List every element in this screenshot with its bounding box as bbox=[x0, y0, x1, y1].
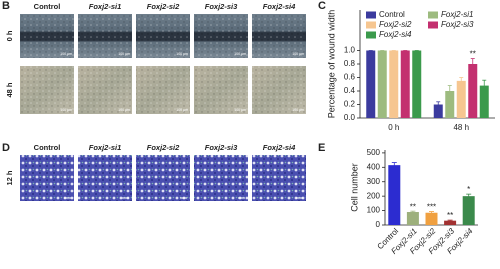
y-tick-label: 0.2 bbox=[344, 100, 356, 109]
y-tick-label: 200 bbox=[367, 191, 381, 200]
x-tick-label: 48 h bbox=[453, 123, 469, 132]
legend-label: Foxj2-si2 bbox=[379, 20, 412, 29]
scale-label: 100 µm bbox=[118, 108, 130, 112]
bar bbox=[388, 165, 401, 225]
significance: ** bbox=[410, 202, 416, 211]
legend-label: Foxj2-si4 bbox=[379, 30, 412, 39]
micrograph-texture bbox=[194, 14, 248, 58]
column-header: Control bbox=[34, 143, 61, 152]
bar bbox=[468, 64, 478, 118]
significance: *** bbox=[427, 203, 436, 212]
scale-label: 100 µm bbox=[118, 52, 130, 56]
micrograph-texture bbox=[20, 14, 74, 58]
y-tick-label: 0.8 bbox=[344, 59, 356, 68]
column-header: Foxj2-si1 bbox=[89, 143, 122, 152]
scale-label: 100 µm bbox=[176, 108, 188, 112]
micrograph-texture bbox=[194, 66, 248, 114]
micrograph bbox=[20, 155, 74, 201]
significance: * bbox=[467, 185, 470, 194]
legend-swatch bbox=[366, 21, 376, 29]
row-label: 12 h bbox=[5, 170, 14, 185]
y-tick-label: 400 bbox=[367, 162, 381, 171]
y-axis-label: Cell number bbox=[349, 163, 359, 212]
significance: ** bbox=[470, 50, 476, 59]
micrograph bbox=[194, 155, 248, 201]
micrograph-texture bbox=[136, 66, 190, 114]
panel-label: C bbox=[318, 0, 326, 12]
bar bbox=[406, 212, 419, 225]
bar bbox=[377, 50, 387, 118]
significance: ** bbox=[447, 211, 453, 220]
bar bbox=[366, 50, 376, 118]
y-tick-label: 100 bbox=[367, 206, 381, 215]
legend-swatch bbox=[366, 11, 376, 19]
micrograph-texture bbox=[20, 66, 74, 114]
y-tick-label: 0.6 bbox=[344, 73, 356, 82]
micrograph-texture bbox=[136, 14, 190, 58]
micrograph-texture bbox=[252, 14, 306, 58]
bar bbox=[456, 80, 466, 118]
micrograph-texture bbox=[78, 14, 132, 58]
bar bbox=[425, 212, 438, 225]
panel-label: D bbox=[2, 142, 10, 154]
micrograph bbox=[252, 155, 306, 201]
column-header: Foxj2-si4 bbox=[263, 143, 296, 152]
scale-label: 100 µm bbox=[60, 52, 72, 56]
legend-label: Control bbox=[379, 10, 405, 19]
scale-label: 100 µm bbox=[234, 108, 246, 112]
y-axis-label: Percentage of wound width bbox=[326, 10, 336, 119]
y-tick-label: 300 bbox=[367, 177, 381, 186]
scale-label: 100 µm bbox=[292, 52, 304, 56]
row-label: 48 h bbox=[5, 82, 14, 97]
bar bbox=[444, 220, 457, 225]
y-tick-label: 1.0 bbox=[344, 46, 356, 55]
column-header: Foxj2-si1 bbox=[89, 2, 122, 11]
bar bbox=[462, 196, 475, 225]
micrograph-texture bbox=[78, 66, 132, 114]
scale-label: 100 µm bbox=[176, 52, 188, 56]
y-tick-label: 0 bbox=[376, 220, 381, 229]
micrograph bbox=[78, 155, 132, 201]
y-tick-label: 0.4 bbox=[344, 86, 356, 95]
column-header: Foxj2-si3 bbox=[205, 2, 238, 11]
bar bbox=[445, 91, 455, 118]
bar bbox=[433, 104, 443, 118]
bar bbox=[400, 50, 410, 118]
micrograph bbox=[136, 155, 190, 201]
scale-label: 100 µm bbox=[60, 108, 72, 112]
bar bbox=[412, 50, 422, 118]
x-tick-label: 0 h bbox=[388, 123, 399, 132]
legend-swatch bbox=[428, 21, 438, 29]
column-header: Foxj2-si4 bbox=[263, 2, 296, 11]
scale-label: 100 µm bbox=[292, 108, 304, 112]
row-label: 0 h bbox=[5, 30, 14, 41]
panel-label: E bbox=[318, 142, 325, 154]
y-tick-label: 500 bbox=[367, 148, 381, 157]
column-header: Foxj2-si2 bbox=[147, 143, 180, 152]
micrograph-texture bbox=[252, 66, 306, 114]
panel-label: B bbox=[2, 0, 10, 12]
legend-label: Foxj2-si3 bbox=[441, 20, 474, 29]
legend-swatch bbox=[428, 11, 438, 19]
column-header: Control bbox=[34, 2, 61, 11]
bar bbox=[479, 85, 489, 118]
legend-label: Foxj2-si1 bbox=[441, 10, 473, 19]
column-header: Foxj2-si2 bbox=[147, 2, 180, 11]
column-header: Foxj2-si3 bbox=[205, 143, 238, 152]
y-tick-label: 0.0 bbox=[344, 113, 356, 122]
bar bbox=[389, 50, 399, 118]
scale-label: 100 µm bbox=[234, 52, 246, 56]
legend-swatch bbox=[366, 31, 376, 39]
